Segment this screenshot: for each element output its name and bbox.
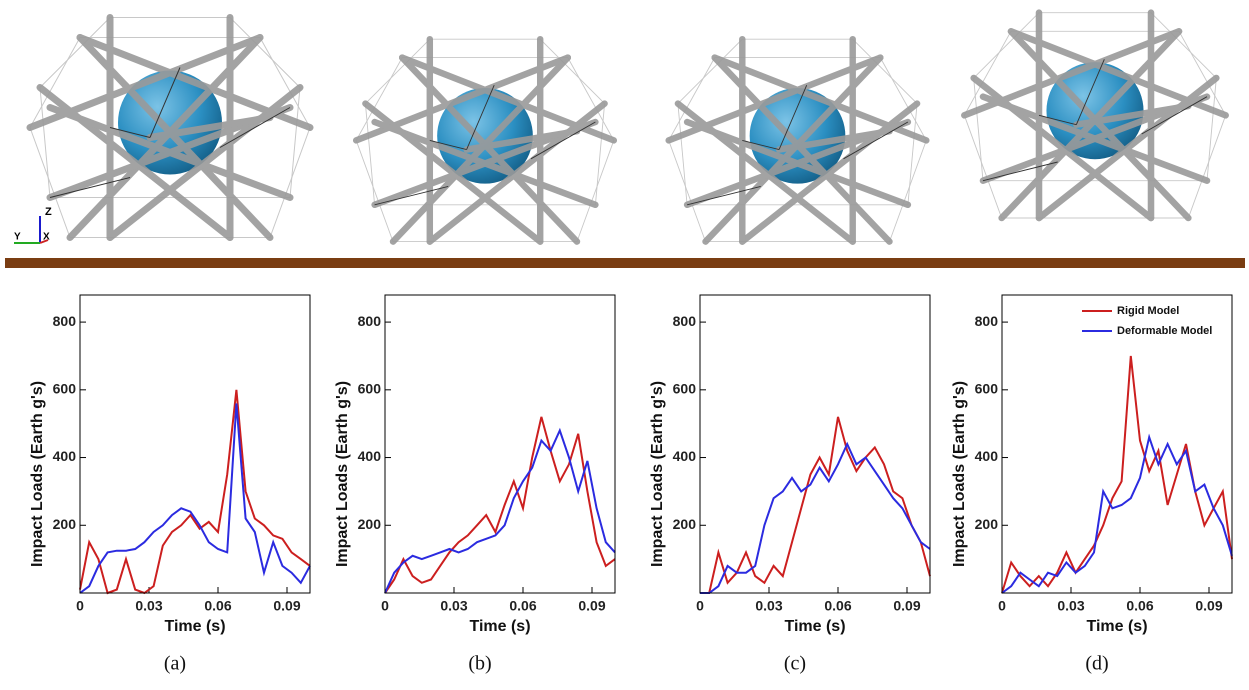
x-axis-label: Time (s) — [784, 618, 845, 635]
panel-caption: (a) — [164, 653, 186, 675]
x-axis-label: Time (s) — [469, 618, 530, 635]
legend-label: Deformable Model — [1117, 325, 1212, 337]
robot-render — [964, 13, 1225, 218]
y-tick-label: 200 — [673, 516, 697, 532]
data-line — [700, 441, 931, 594]
x-tick-label: 0.09 — [1195, 598, 1222, 614]
chart: 200 400 600 800 0 0.03 0.06 0.09 Time (s) Impact … — [29, 294, 311, 675]
x-tick-label: 0 — [76, 598, 84, 614]
robot-render — [356, 39, 614, 241]
x-tick-label: 0.03 — [135, 598, 162, 614]
y-tick-label: 200 — [975, 516, 999, 532]
x-tick-label: 0 — [381, 598, 389, 614]
data-line — [79, 403, 311, 594]
y-tick-label: 400 — [673, 448, 697, 464]
x-tick-label: 0.03 — [1057, 598, 1084, 614]
y-tick-label: 200 — [53, 516, 77, 532]
y-tick-label: 400 — [975, 448, 999, 464]
data-line — [1001, 355, 1233, 594]
x-tick-label: 0.09 — [273, 598, 300, 614]
y-tick-label: 800 — [358, 313, 382, 329]
y-tick-label: 800 — [975, 313, 999, 329]
data-line — [79, 389, 311, 595]
chart: 200 400 600 800 0 0.03 0.06 0.09 Time (s) Impact … — [951, 294, 1233, 675]
panel-caption: (c) — [784, 653, 806, 675]
plot-frame — [699, 294, 931, 594]
x-tick-label: 0.03 — [440, 598, 467, 614]
data-line — [700, 416, 931, 594]
y-tick-label: 400 — [358, 448, 382, 464]
y-axis-label: Impact Loads (Earth g's) — [649, 381, 666, 567]
x-tick-label: 0 — [696, 598, 704, 614]
plot-frame — [79, 294, 311, 594]
chart: 200 400 600 800 0 0.03 0.06 0.09 Time (s) Impact … — [334, 294, 616, 675]
y-tick-label: 800 — [673, 313, 697, 329]
y-tick-label: 600 — [673, 381, 697, 397]
y-tick-label: 600 — [975, 381, 999, 397]
x-axis-label: Time (s) — [164, 618, 225, 635]
y-tick-label: 400 — [53, 448, 77, 464]
y-tick-label: 800 — [53, 313, 77, 329]
y-axis-label: Impact Loads (Earth g's) — [334, 381, 351, 567]
data-line — [1001, 433, 1233, 594]
robot-render — [30, 18, 310, 238]
x-tick-label: 0.03 — [755, 598, 782, 614]
triad-label: X — [43, 232, 50, 243]
x-tick-label: 0.06 — [1126, 598, 1153, 614]
panel-caption: (b) — [468, 653, 491, 675]
x-tick-label: 0.09 — [893, 598, 920, 614]
chart: 200 400 600 800 0 0.03 0.06 0.09 Time (s) Impact … — [649, 294, 931, 675]
plot-frame — [1001, 294, 1233, 594]
triad-label: Z — [45, 206, 52, 218]
x-tick-label: 0 — [998, 598, 1006, 614]
panel-caption: (d) — [1085, 653, 1108, 675]
triad-label: Y — [14, 232, 21, 243]
x-tick-label: 0.06 — [204, 598, 231, 614]
y-tick-label: 600 — [358, 381, 382, 397]
y-tick-label: 200 — [358, 516, 382, 532]
axis-triad: Z Y X — [14, 206, 52, 244]
y-axis-label: Impact Loads (Earth g's) — [29, 381, 46, 567]
x-tick-label: 0.09 — [578, 598, 605, 614]
plot-frame — [384, 294, 616, 594]
y-axis-label: Impact Loads (Earth g's) — [951, 381, 968, 567]
robot-render — [669, 39, 927, 241]
ground — [5, 258, 1245, 268]
x-tick-label: 0.06 — [509, 598, 536, 614]
data-line — [384, 427, 616, 594]
legend-label: Rigid Model — [1117, 305, 1179, 317]
data-line — [384, 416, 616, 594]
x-axis-label: Time (s) — [1086, 618, 1147, 635]
x-tick-label: 0.06 — [824, 598, 851, 614]
y-tick-label: 600 — [53, 381, 77, 397]
